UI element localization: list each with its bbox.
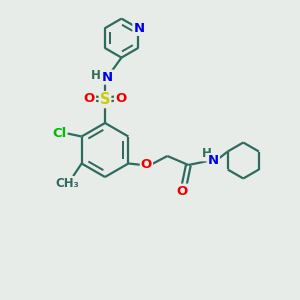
Text: N: N: [102, 70, 113, 84]
Text: S: S: [100, 92, 110, 107]
Text: O: O: [141, 158, 152, 172]
Text: N: N: [134, 22, 145, 35]
Text: H: H: [201, 147, 211, 161]
Text: H: H: [91, 69, 101, 82]
Text: O: O: [115, 92, 126, 105]
Text: O: O: [84, 92, 95, 105]
Text: N: N: [208, 154, 219, 167]
Text: CH₃: CH₃: [55, 177, 79, 190]
Text: O: O: [177, 184, 188, 198]
Text: Cl: Cl: [52, 127, 66, 140]
